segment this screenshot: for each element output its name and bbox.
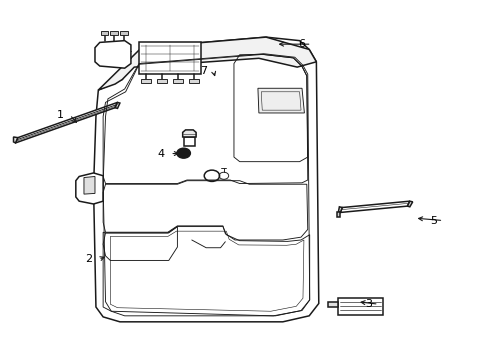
Polygon shape xyxy=(337,298,383,315)
Polygon shape xyxy=(157,80,167,83)
Polygon shape xyxy=(183,137,195,147)
Polygon shape xyxy=(101,31,108,35)
Text: 1: 1 xyxy=(57,110,63,120)
Polygon shape xyxy=(257,88,304,113)
Text: 6: 6 xyxy=(298,39,305,49)
Polygon shape xyxy=(93,37,318,322)
Polygon shape xyxy=(141,80,151,83)
Polygon shape xyxy=(95,41,131,68)
Polygon shape xyxy=(189,80,199,83)
Polygon shape xyxy=(337,212,340,217)
Circle shape xyxy=(177,148,190,158)
Text: 5: 5 xyxy=(429,216,436,226)
Text: 2: 2 xyxy=(85,255,92,264)
Polygon shape xyxy=(338,207,342,212)
Polygon shape xyxy=(110,31,118,35)
Polygon shape xyxy=(115,102,120,108)
Text: 7: 7 xyxy=(200,66,207,76)
Text: 3: 3 xyxy=(365,299,372,309)
Polygon shape xyxy=(84,176,95,194)
Text: 4: 4 xyxy=(157,149,164,158)
Polygon shape xyxy=(173,80,183,83)
Polygon shape xyxy=(76,173,103,204)
Polygon shape xyxy=(16,102,117,143)
Polygon shape xyxy=(120,31,127,35)
Polygon shape xyxy=(14,137,18,143)
Polygon shape xyxy=(407,201,412,207)
Polygon shape xyxy=(327,302,337,307)
Polygon shape xyxy=(340,201,409,212)
Polygon shape xyxy=(139,42,201,74)
Polygon shape xyxy=(183,130,196,137)
Polygon shape xyxy=(98,37,316,90)
